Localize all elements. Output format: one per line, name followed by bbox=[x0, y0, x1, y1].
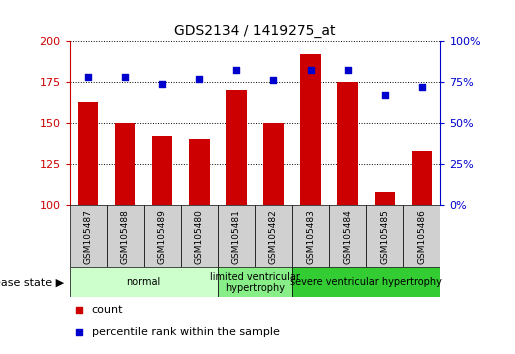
Text: GSM105487: GSM105487 bbox=[83, 209, 93, 264]
Bar bbox=[78, 102, 98, 205]
Bar bbox=[152, 136, 173, 205]
Point bbox=[381, 92, 389, 98]
Bar bbox=[300, 54, 321, 205]
Bar bbox=[70, 267, 218, 297]
Bar bbox=[144, 205, 181, 267]
Text: GSM105486: GSM105486 bbox=[417, 209, 426, 264]
Point bbox=[344, 68, 352, 73]
Text: limited ventricular
hypertrophy: limited ventricular hypertrophy bbox=[210, 272, 300, 293]
Text: GSM105480: GSM105480 bbox=[195, 209, 204, 264]
Point bbox=[84, 74, 92, 80]
Bar bbox=[374, 192, 395, 205]
Point bbox=[306, 68, 315, 73]
Bar bbox=[411, 151, 432, 205]
Title: GDS2134 / 1419275_at: GDS2134 / 1419275_at bbox=[174, 24, 336, 38]
Text: severe ventricular hypertrophy: severe ventricular hypertrophy bbox=[290, 277, 442, 287]
Text: GSM105484: GSM105484 bbox=[343, 209, 352, 264]
Bar bbox=[218, 205, 255, 267]
Point bbox=[195, 76, 203, 81]
Bar bbox=[263, 123, 284, 205]
Bar bbox=[189, 139, 210, 205]
Text: GSM105488: GSM105488 bbox=[121, 209, 130, 264]
Point bbox=[269, 78, 278, 83]
Text: GSM105489: GSM105489 bbox=[158, 209, 167, 264]
Bar bbox=[292, 267, 440, 297]
Point bbox=[121, 74, 129, 80]
Bar bbox=[337, 82, 358, 205]
Bar bbox=[218, 267, 292, 297]
Bar bbox=[366, 205, 403, 267]
Bar bbox=[70, 205, 107, 267]
Text: normal: normal bbox=[127, 277, 161, 287]
Point bbox=[75, 308, 83, 313]
Point bbox=[75, 329, 83, 335]
Bar bbox=[115, 123, 135, 205]
Point bbox=[418, 84, 426, 90]
Text: GSM105485: GSM105485 bbox=[380, 209, 389, 264]
Text: disease state ▶: disease state ▶ bbox=[0, 277, 64, 287]
Bar bbox=[329, 205, 366, 267]
Bar bbox=[255, 205, 292, 267]
Bar bbox=[403, 205, 440, 267]
Text: GSM105482: GSM105482 bbox=[269, 209, 278, 264]
Point bbox=[232, 68, 241, 73]
Bar bbox=[226, 90, 247, 205]
Text: GSM105483: GSM105483 bbox=[306, 209, 315, 264]
Bar bbox=[107, 205, 144, 267]
Bar bbox=[181, 205, 218, 267]
Text: percentile rank within the sample: percentile rank within the sample bbox=[92, 327, 280, 337]
Bar bbox=[292, 205, 329, 267]
Point bbox=[158, 81, 166, 86]
Text: GSM105481: GSM105481 bbox=[232, 209, 241, 264]
Text: count: count bbox=[92, 306, 123, 315]
